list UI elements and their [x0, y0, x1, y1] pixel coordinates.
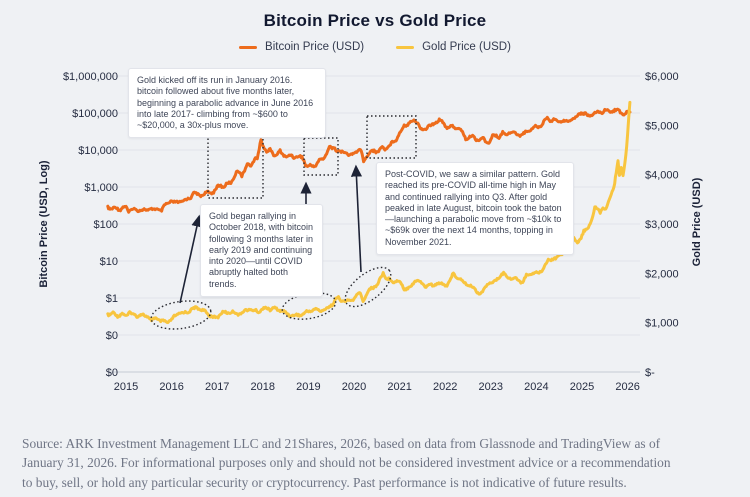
- price-chart-svg: $1,000,000 $100,000 $10,000 $1,000 $100 $10 $1…: [63, 71, 679, 393]
- dashed-ellipse-gold-2018: [281, 292, 337, 320]
- left-axis-tick-label: $100: [94, 219, 118, 231]
- source-line: Source: ARK Investment Management LLC an…: [22, 436, 661, 451]
- left-axis-tick-label: $1,000: [84, 182, 118, 194]
- right-axis-tick-label: $-: [645, 367, 655, 379]
- right-axis-tick-label: $4,000: [645, 170, 679, 182]
- annotation-box-2018-rally: Gold began rallying in October 2018, wit…: [200, 204, 323, 297]
- bitcoin-line-swatch: [239, 45, 258, 49]
- annotation-box-2016-run: Gold kicked off its run in January 2016.…: [128, 68, 326, 139]
- gold-line-swatch: [396, 45, 415, 49]
- left-axis-tick-label: $0: [106, 330, 118, 342]
- legend-label-bitcoin: Bitcoin Price (USD): [265, 41, 365, 53]
- x-axis-tick-label: 2025: [570, 381, 594, 393]
- bitcoin-price-line: [106, 107, 632, 214]
- x-axis-tick-label: 2021: [387, 381, 411, 393]
- x-axis-tick-label: 2024: [524, 381, 548, 393]
- x-axis-tick-label: 2026: [615, 381, 639, 393]
- right-axis-tick-label: $3,000: [645, 219, 679, 231]
- x-axis-tick-label: 2020: [342, 381, 366, 393]
- annotation-shapes: [150, 115, 417, 330]
- right-axis-tick-label: $2,000: [645, 268, 679, 280]
- dashed-ellipse-gold-2019: [344, 266, 392, 308]
- dashed-box-2019-rally: [303, 137, 339, 176]
- arrow-gold-to-bitcoin-1: [179, 214, 203, 304]
- left-axis-tick-label: $1: [106, 293, 118, 305]
- chart-title: Bitcoin Price vs Gold Price: [263, 11, 487, 30]
- left-axis-tick-label: $1,000,000: [63, 71, 118, 83]
- price-series: [106, 100, 632, 325]
- right-axis-tick-label: $5,000: [645, 120, 679, 132]
- x-axis-tick-label: 2017: [205, 381, 229, 393]
- source-line: January 31, 2026. For informational purp…: [22, 455, 671, 471]
- dashed-box-2021-run: [366, 115, 417, 159]
- x-axis-tick-label: 2015: [114, 381, 138, 393]
- legend-label-gold: Gold Price (USD): [422, 41, 511, 53]
- x-axis-tick-label: 2022: [433, 381, 457, 393]
- legend: Bitcoin Price (USD) Gold Price (USD): [0, 41, 750, 53]
- left-axis-tick-label: $10: [100, 256, 118, 268]
- axis-tick-labels: $1,000,000 $100,000 $10,000 $1,000 $100 $10 $1…: [63, 71, 679, 393]
- legend-item-bitcoin: Bitcoin Price (USD): [239, 41, 364, 53]
- left-axis-tick-label: $0: [106, 367, 118, 379]
- legend-item-gold: Gold Price (USD): [396, 41, 511, 53]
- gold-price-line: [106, 100, 632, 325]
- x-axis-tick-label: 2016: [159, 381, 183, 393]
- left-axis-tick-label: $10,000: [78, 145, 118, 157]
- source-line: to buy, sell, or hold any particular sec…: [22, 474, 627, 490]
- right-axis-title: Gold Price (USD): [691, 177, 703, 267]
- right-axis-tick-label: $6,000: [645, 71, 679, 83]
- right-axis-tick-label: $1,000: [645, 318, 679, 330]
- dashed-ellipse-gold-2016: [150, 300, 212, 330]
- x-axis-tick-label: 2018: [251, 381, 275, 393]
- left-axis-tick-label: $100,000: [72, 108, 118, 120]
- arrow-gold-to-bitcoin-3: [350, 164, 363, 273]
- annotation-box-post-covid: Post-COVID, we saw a similar pattern. Go…: [376, 162, 574, 255]
- x-axis-tick-label: 2019: [296, 381, 320, 393]
- left-axis-title: Bitcoin Price (USD, Log): [38, 160, 50, 288]
- x-axis-tick-label: 2023: [479, 381, 503, 393]
- source-disclaimer: Source: ARK Investment Management LLC an…: [22, 434, 736, 492]
